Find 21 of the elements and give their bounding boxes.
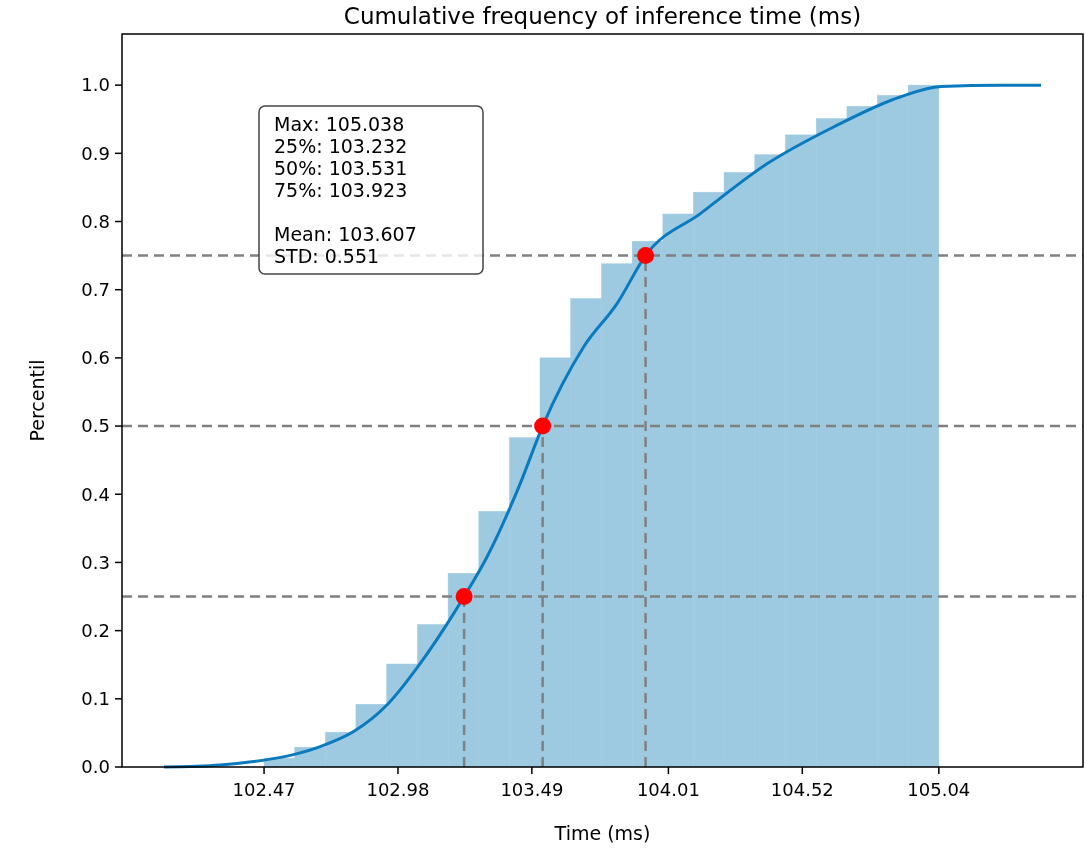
x-tick-label: 104.52 — [770, 779, 834, 800]
annotation: Max: 105.038 25%: 103.232 50%: 103.531 75%: 103.923 Mean: 103.607 STD: 0.551 — [274, 113, 417, 267]
y-tick-label: 0.9 — [81, 142, 110, 164]
y-tick-label: 0.7 — [81, 279, 110, 300]
y-tick-label: 1.0 — [81, 74, 110, 96]
y-tick-label: 0.6 — [81, 347, 110, 369]
y-tick-label: 0.3 — [81, 551, 110, 573]
y-tick-label: 0.0 — [81, 756, 110, 778]
y-tick-label: 0.1 — [81, 688, 110, 710]
x-axis-title: Time (ms) — [553, 822, 651, 844]
y-tick-label: 0.4 — [81, 483, 110, 505]
y-tick-label: 0.8 — [81, 210, 110, 232]
x-tick-label: 104.01 — [636, 779, 700, 800]
x-tick-label: 103.49 — [500, 779, 564, 800]
x-tick-label: 102.47 — [232, 779, 296, 800]
x-tick-label: 105.04 — [907, 779, 971, 800]
y-axis-title: Percentil — [26, 359, 48, 442]
y-tick-label: 0.2 — [81, 619, 110, 641]
x-tick-label: 102.98 — [366, 779, 430, 800]
chart-title: Cumulative frequency of inference time (ms) — [343, 3, 862, 29]
y-tick-label: 0.5 — [81, 415, 110, 437]
